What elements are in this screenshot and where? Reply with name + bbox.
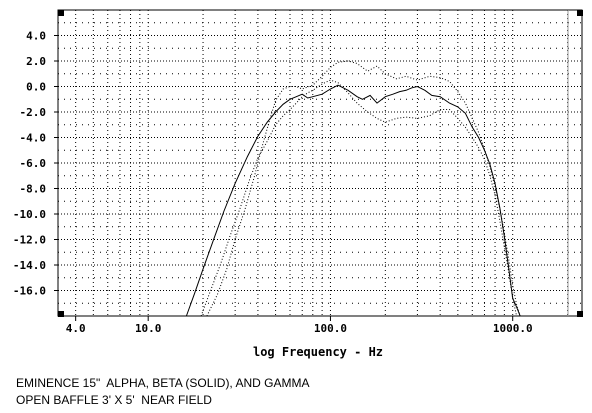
y-tick-label: 4.0 xyxy=(26,30,46,43)
y-tick-label: -8.0 xyxy=(20,183,47,196)
corner-marker xyxy=(58,311,64,317)
caption-line-1: EMINENCE 15" ALPHA, BETA (SOLID), AND GA… xyxy=(16,376,310,390)
y-tick-label: -4.0 xyxy=(20,132,47,145)
corner-marker xyxy=(577,311,583,317)
x-tick-label: 4.0 xyxy=(66,322,86,335)
caption-line-2: OPEN BAFFLE 3' X 5' NEAR FIELD xyxy=(16,393,212,407)
y-tick-label: -6.0 xyxy=(20,157,47,170)
y-tick-label: -14.0 xyxy=(13,259,46,272)
corner-marker xyxy=(577,10,583,16)
x-tick-label: 100.0 xyxy=(314,322,347,335)
x-tick-labels: 4.0 10.0 100.0 1000.0 xyxy=(66,316,533,335)
grid xyxy=(58,10,582,316)
series-line-2 xyxy=(200,79,518,317)
y-tick-label: -12.0 xyxy=(13,234,46,247)
y-tick-label: 0.0 xyxy=(26,81,46,94)
corner-marker xyxy=(58,10,64,16)
y-tick-label: -16.0 xyxy=(13,285,46,298)
y-tick-label: 2.0 xyxy=(26,55,46,68)
x-tick-label: 10.0 xyxy=(135,322,162,335)
series-line-1 xyxy=(185,84,521,317)
x-tick-label: 1000.0 xyxy=(493,322,533,335)
y-tick-labels: 4.0 2.0 0.0 -2.0 -4.0 -6.0 -8.0 -10.0 -12.0 -14.0… xyxy=(13,30,58,298)
series-lines xyxy=(185,60,521,317)
y-tick-label: -2.0 xyxy=(20,106,47,119)
series-line-3 xyxy=(206,60,521,317)
y-tick-label: -10.0 xyxy=(13,208,46,221)
corner-markers xyxy=(58,10,583,317)
x-axis-label: log Frequency - Hz xyxy=(253,345,383,359)
